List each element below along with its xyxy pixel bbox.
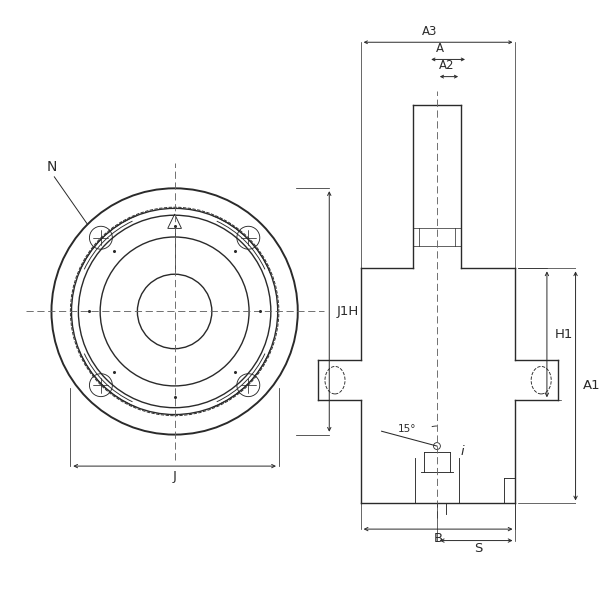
- Text: J1H: J1H: [337, 305, 359, 318]
- Text: H1: H1: [554, 328, 573, 341]
- Text: 15°: 15°: [398, 424, 416, 434]
- Text: i: i: [461, 445, 464, 458]
- Text: B: B: [434, 532, 443, 545]
- Text: N: N: [46, 160, 56, 174]
- Text: A3: A3: [422, 25, 438, 38]
- Text: A2: A2: [439, 59, 454, 72]
- Text: A: A: [436, 42, 444, 55]
- Text: A1: A1: [583, 379, 600, 392]
- Text: J: J: [173, 470, 176, 484]
- Text: S: S: [474, 542, 482, 555]
